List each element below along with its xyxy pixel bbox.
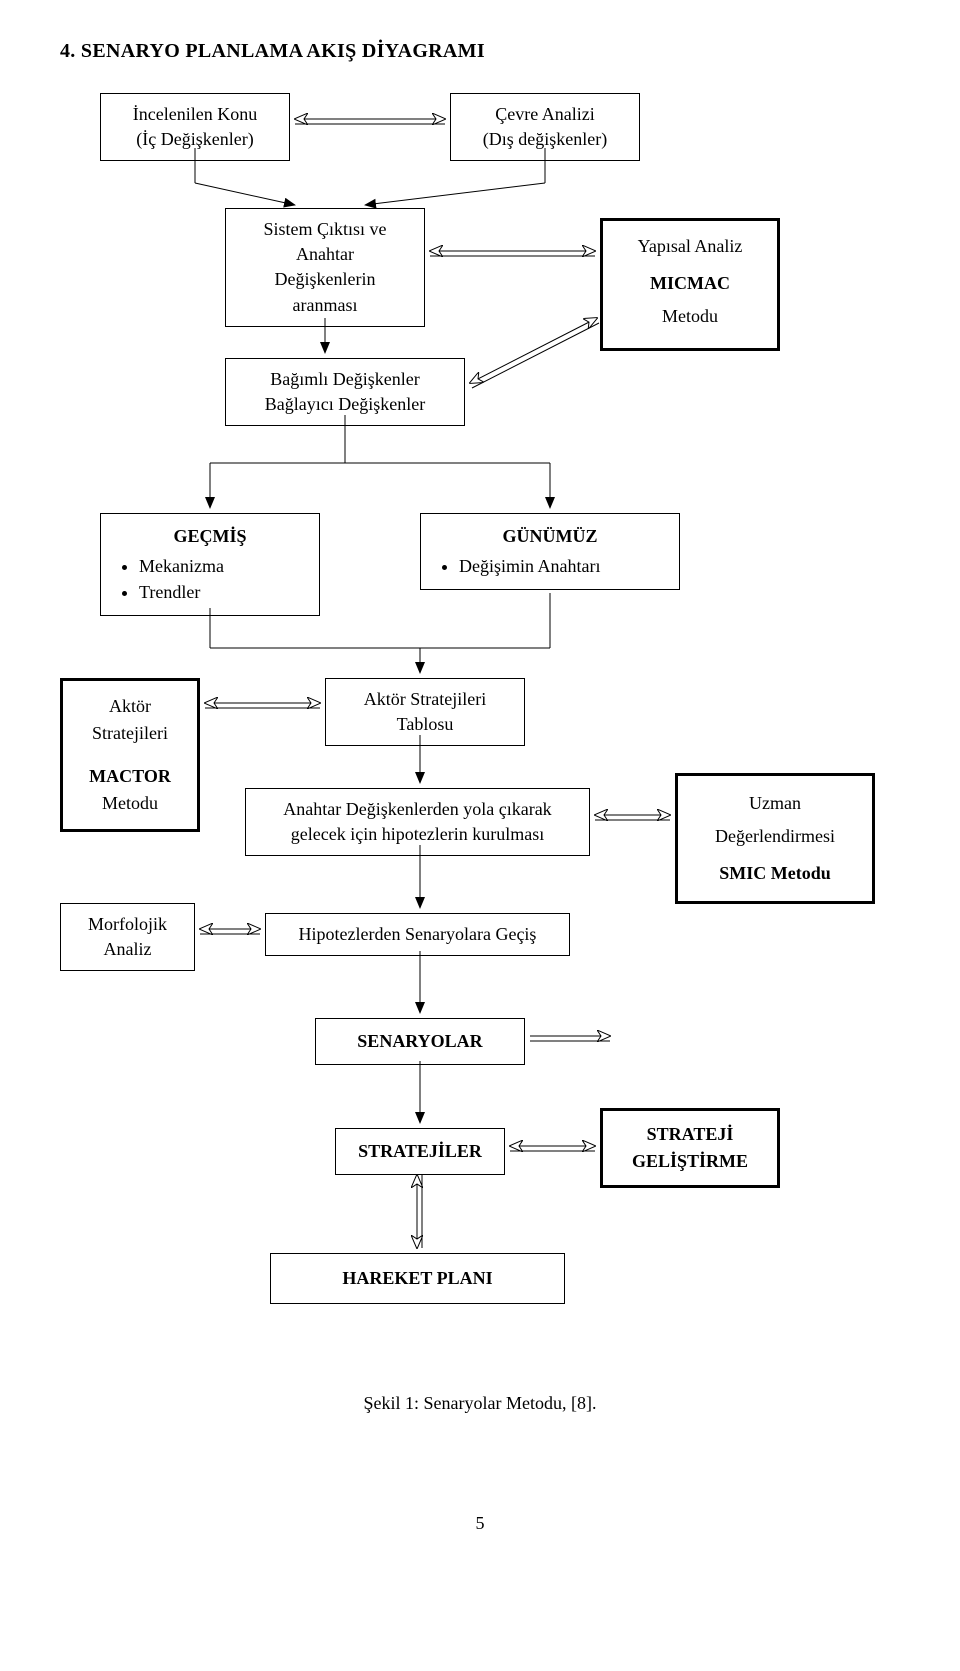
text: Metodu xyxy=(102,793,158,813)
arrow-aktor-horizontal xyxy=(205,703,320,708)
list-item: Trendler xyxy=(139,579,307,605)
text: gelecek için hipotezlerin kurulması xyxy=(291,824,544,844)
box-yapisal: Yapısal Analiz MICMAC Metodu xyxy=(600,218,780,351)
list-item: Değişimin Anahtarı xyxy=(459,553,667,579)
arrow-stratejiler-hareket xyxy=(417,1175,422,1248)
box-hipotez: Anahtar Değişkenlerden yola çıkarak gele… xyxy=(245,788,590,856)
text: Yapısal Analiz xyxy=(638,236,743,256)
text: MACTOR xyxy=(89,766,171,786)
text: MICMAC xyxy=(650,273,730,293)
text: Metodu xyxy=(662,306,718,326)
text: STRATEJİ xyxy=(647,1124,734,1144)
text: Sistem Çıktısı ve xyxy=(263,219,386,239)
text: GELİŞTİRME xyxy=(632,1151,748,1171)
pagenum-text: 5 xyxy=(476,1513,485,1533)
text: SENARYOLAR xyxy=(357,1031,482,1051)
list-item: Mekanizma xyxy=(139,553,307,579)
box-aktor-stratejileri: Aktör Stratejileri MACTOR Metodu xyxy=(60,678,200,832)
arrow-bagimli-yapisal xyxy=(470,318,599,388)
text: Hipotezlerden Senaryolara Geçiş xyxy=(299,924,537,944)
box-stratejiler: STRATEJİLER xyxy=(335,1128,505,1175)
text: Analiz xyxy=(104,939,152,959)
text: SMIC Metodu xyxy=(719,863,831,883)
arrow-senaryolar-side xyxy=(530,1036,610,1041)
text: Stratejileri xyxy=(92,723,168,743)
box-gecmis: GEÇMİŞ Mekanizma Trendler xyxy=(100,513,320,616)
text: Uzman xyxy=(749,793,801,813)
text: Morfolojik xyxy=(88,914,167,934)
box-senaryolar: SENARYOLAR xyxy=(315,1018,525,1065)
box-uzman: Uzman Değerlendirmesi SMIC Metodu xyxy=(675,773,875,904)
text: Aktör Stratejileri xyxy=(364,689,486,709)
arrow xyxy=(195,183,295,205)
box-incelenilen: İncelenilen Konu (İç Değişkenler) xyxy=(100,93,290,161)
text: İncelenilen Konu xyxy=(133,104,257,124)
arrow-morfo-gecis xyxy=(200,929,260,934)
arrow-top-horizontal xyxy=(295,119,445,124)
arrow-system-yapisal xyxy=(430,251,595,256)
arrow-stratejiler-gelistirme xyxy=(510,1146,595,1151)
box-sistem: Sistem Çıktısı ve Anahtar Değişkenlerin … xyxy=(225,208,425,327)
figure-caption: Şekil 1: Senaryolar Metodu, [8]. xyxy=(60,1393,900,1414)
text: Aktör xyxy=(109,696,151,716)
text: Tablosu xyxy=(397,714,454,734)
box-morfolojik: Morfolojik Analiz xyxy=(60,903,195,971)
diagram-container: İncelenilen Konu (İç Değişkenler) Çevre … xyxy=(60,93,900,1553)
box-gelistirme: STRATEJİ GELİŞTİRME xyxy=(600,1108,780,1188)
box-cevre: Çevre Analizi (Dış değişkenler) xyxy=(450,93,640,161)
text: (Dış değişkenler) xyxy=(483,129,607,149)
text: Anahtar Değişkenlerden yola çıkarak xyxy=(283,799,551,819)
text-title: GÜNÜMÜZ xyxy=(433,524,667,549)
text: Bağlayıcı Değişkenler xyxy=(265,394,425,414)
text: Değişkenlerin xyxy=(275,269,376,289)
text: (İç Değişkenler) xyxy=(136,129,253,149)
text: Anahtar xyxy=(296,244,354,264)
text: HAREKET PLANI xyxy=(342,1268,492,1288)
text: aranması xyxy=(293,295,358,315)
text: STRATEJİLER xyxy=(358,1141,482,1161)
text: Çevre Analizi xyxy=(495,104,594,124)
box-hareket: HAREKET PLANI xyxy=(270,1253,565,1304)
text: Değerlendirmesi xyxy=(715,826,835,846)
box-gunumuz: GÜNÜMÜZ Değişimin Anahtarı xyxy=(420,513,680,590)
box-gecis: Hipotezlerden Senaryolara Geçiş xyxy=(265,913,570,956)
arrow xyxy=(365,183,545,205)
page-number: 5 xyxy=(60,1513,900,1534)
box-aktor-tablosu: Aktör Stratejileri Tablosu xyxy=(325,678,525,746)
page-heading: 4. SENARYO PLANLAMA AKIŞ DİYAGRAMI xyxy=(60,40,900,63)
text-title: GEÇMİŞ xyxy=(113,524,307,549)
box-bagimli: Bağımlı Değişkenler Bağlayıcı Değişkenle… xyxy=(225,358,465,426)
arrow-hipotez-uzman xyxy=(595,815,670,820)
caption-text: Şekil 1: Senaryolar Metodu, [8]. xyxy=(364,1393,597,1413)
text: Bağımlı Değişkenler xyxy=(270,369,419,389)
